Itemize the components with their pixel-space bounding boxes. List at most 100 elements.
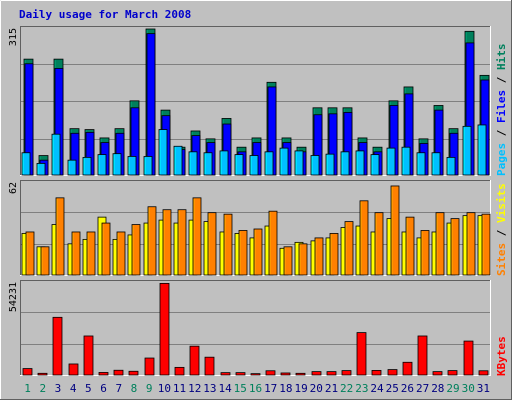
bar-kbytes-day-13: [204, 356, 215, 376]
bar-kbytes-day-11: [174, 366, 185, 376]
bar-sites-day-26: [405, 216, 415, 276]
bar-kbytes-day-3: [52, 316, 63, 376]
bar-pages-day-28: [431, 152, 441, 176]
bar-pages-day-14: [219, 150, 229, 176]
bar-pages-day-5: [82, 156, 92, 176]
bar-pages-day-19: [294, 150, 304, 176]
bar-sites-day-3: [55, 197, 65, 276]
bar-pages-day-31: [477, 124, 487, 176]
day-label-2: 2: [39, 382, 46, 395]
bar-kbytes-day-22: [341, 370, 352, 376]
bar-pages-day-6: [97, 154, 107, 176]
bar-kbytes-day-27: [417, 335, 428, 376]
day-label-8: 8: [131, 382, 138, 395]
bar-kbytes-day-18: [280, 372, 291, 376]
bar-kbytes-day-30: [463, 340, 474, 376]
bar-kbytes-day-7: [113, 369, 124, 376]
bar-sites-day-1: [25, 231, 35, 276]
y-max-label: 54231: [8, 282, 19, 312]
bar-pages-day-17: [264, 151, 274, 176]
bar-kbytes-day-23: [356, 332, 367, 376]
bar-sites-day-30: [466, 212, 476, 276]
plot-area: [20, 280, 491, 376]
bar-kbytes-day-15: [235, 372, 246, 376]
bar-sites-day-13: [207, 212, 217, 276]
bar-pages-day-23: [355, 150, 365, 176]
legend-sites-label: Sites: [495, 243, 508, 276]
bar-kbytes-day-26: [402, 361, 413, 376]
day-label-9: 9: [146, 382, 153, 395]
bar-pages-day-2: [36, 163, 46, 176]
bar-pages-day-16: [249, 155, 259, 176]
chart-title: Daily usage for March 2008: [19, 8, 191, 21]
bar-sites-day-9: [147, 206, 157, 276]
day-label-27: 27: [416, 382, 429, 395]
bar-sites-day-11: [177, 209, 187, 276]
day-label-30: 30: [462, 382, 475, 395]
bar-kbytes-day-6: [98, 372, 109, 376]
bar-pages-day-15: [234, 154, 244, 176]
bar-sites-day-10: [162, 209, 172, 276]
panel-bottom: 54231 KBytes: [8, 280, 508, 376]
bar-pages-day-25: [386, 147, 396, 176]
bar-sites-day-19: [298, 243, 308, 276]
day-label-25: 25: [386, 382, 399, 395]
day-label-11: 11: [173, 382, 186, 395]
bar-kbytes-day-14: [220, 372, 231, 376]
bar-pages-day-24: [370, 154, 380, 176]
legend-hits-label: Hits: [495, 44, 508, 71]
bar-kbytes-day-31: [478, 370, 489, 376]
bar-sites-day-22: [344, 221, 354, 276]
legend--label: /: [495, 123, 508, 143]
day-label-16: 16: [249, 382, 262, 395]
bar-kbytes-day-17: [265, 370, 276, 376]
legend-visits-label: Visits: [495, 183, 508, 223]
y-max-label: 62: [8, 182, 19, 194]
bar-pages-day-9: [143, 156, 153, 176]
panel-middle: 62 Sites / Visits: [8, 180, 508, 276]
day-label-15: 15: [234, 382, 247, 395]
bar-pages-day-18: [279, 147, 289, 176]
bar-pages-day-20: [310, 155, 320, 176]
day-label-14: 14: [218, 382, 232, 395]
bar-sites-day-25: [390, 185, 400, 276]
panel-top: 315 Pages / Files / Hits: [8, 26, 508, 176]
bar-kbytes-day-21: [326, 371, 337, 376]
day-label-31: 31: [477, 382, 490, 395]
bar-sites-day-6: [101, 222, 111, 276]
day-label-17: 17: [264, 382, 277, 395]
bar-kbytes-day-4: [68, 363, 79, 376]
bar-pages-day-11: [173, 145, 183, 176]
day-label-3: 3: [55, 382, 62, 395]
bar-kbytes-day-16: [250, 373, 261, 376]
bar-sites-day-28: [435, 212, 445, 276]
day-label-4: 4: [70, 382, 77, 395]
bar-kbytes-day-10: [159, 282, 170, 376]
bar-sites-day-23: [359, 200, 369, 276]
bar-kbytes-day-9: [144, 357, 155, 376]
day-label-18: 18: [279, 382, 292, 395]
bar-pages-day-30: [462, 125, 472, 176]
day-label-24: 24: [370, 382, 384, 395]
bar-sites-day-17: [268, 210, 278, 276]
bar-pages-day-29: [446, 156, 456, 176]
day-label-19: 19: [294, 382, 307, 395]
day-label-5: 5: [85, 382, 92, 395]
bar-kbytes-day-20: [311, 371, 322, 376]
bar-sites-day-18: [283, 246, 293, 276]
y-max-label: 315: [8, 28, 19, 46]
bar-sites-day-7: [116, 231, 126, 276]
bar-pages-day-27: [416, 152, 426, 176]
day-label-13: 13: [203, 382, 216, 395]
bar-pages-day-4: [67, 159, 77, 176]
bar-files-day-9: [146, 33, 156, 176]
bar-pages-day-7: [112, 153, 122, 176]
bar-sites-day-4: [71, 231, 81, 276]
bar-sites-day-5: [86, 231, 96, 276]
chart-panels: 315 Pages / Files / Hits 62 Sites / Visits 5…: [8, 26, 508, 376]
legend-files-label: Files: [495, 90, 508, 123]
day-label-22: 22: [340, 382, 353, 395]
day-label-26: 26: [401, 382, 414, 395]
x-axis-day-labels: 1 2 3 4 5 6 7 8 9 10 11 12 13 14 15 16 17 18 19 20 21 22 23 24 2…: [24, 382, 490, 395]
